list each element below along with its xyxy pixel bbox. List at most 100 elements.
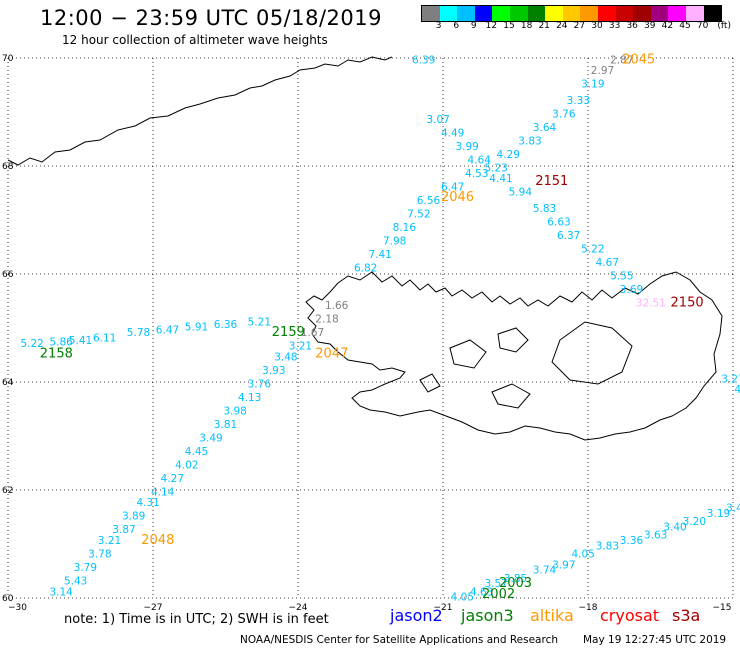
wave-height-value: 3.99 [455, 141, 478, 153]
color-scale-label: 70 [696, 21, 709, 31]
wave-height-value: 6.56 [417, 195, 441, 207]
color-swatch [615, 6, 634, 21]
color-scale-label: 21 [538, 21, 550, 31]
color-scale-label: 3 [435, 21, 442, 31]
wave-height-value: 3.76 [552, 108, 576, 120]
wave-height-value: 5.21 [248, 316, 271, 328]
wave-height-value: 4.05 [451, 592, 474, 604]
wave-height-value: 3.69 [620, 284, 643, 296]
track-time-label: 2159 [272, 325, 305, 340]
color-scale-label: 6 [453, 21, 460, 31]
color-scale-label: 9 [470, 21, 477, 31]
wave-height-value: 3.63 [644, 530, 667, 542]
wave-height-value: 5.43 [64, 576, 87, 588]
satellite-legend-altika: altika [530, 606, 574, 625]
lat-tick-label: 60 [2, 594, 14, 604]
wave-height-value: 1.67 [301, 327, 324, 339]
color-swatch [474, 6, 493, 21]
wave-height-value: 5.41 [69, 335, 92, 347]
wave-height-value: 2.97 [591, 65, 614, 77]
satellite-legend-jason2: jason2 [390, 606, 443, 625]
wave-height-value: 4.31 [136, 497, 159, 509]
wave-height-value: 5.23 [484, 162, 507, 174]
color-scale-label: 27 [573, 21, 586, 31]
wave-height-value: 3.49 [199, 432, 222, 444]
color-swatch [492, 6, 510, 21]
wave-height-value: 6.47 [156, 324, 179, 336]
wave-height-value: 3.33 [567, 95, 590, 107]
color-scale-bar [421, 5, 723, 22]
footer-credit: NOAA/NESDIS Center for Satellite Applica… [240, 634, 558, 646]
footer-note: note: 1) Time is in UTC; 2) SWH is in fe… [64, 612, 329, 627]
track-time-label: 2002 [482, 587, 515, 602]
wave-height-value: 4.63 [470, 586, 493, 598]
color-swatch [633, 6, 651, 21]
lon-tick-label: −15 [713, 603, 732, 613]
color-swatch [703, 6, 722, 21]
color-swatch [650, 6, 669, 21]
track-time-label: 2047 [315, 347, 348, 362]
wave-height-value: 3.83 [596, 540, 619, 552]
wave-height-value: 4.3 [734, 384, 740, 396]
color-swatch [562, 6, 581, 21]
map-subtitle: 12 hour collection of altimeter wave hei… [62, 33, 328, 47]
wave-height-value: 6.37 [557, 230, 580, 242]
track-time-label: 2046 [441, 190, 474, 205]
wave-height-value: 3.48 [274, 351, 297, 363]
wave-height-value: 3.14 [49, 586, 73, 598]
wave-height-value: 4.02 [175, 459, 198, 471]
wave-height-value: 6.11 [93, 333, 116, 345]
wave-height-value: 3.19 [707, 508, 730, 520]
wave-height-value: 2.87 [610, 54, 633, 66]
wave-height-value: 4.05 [571, 549, 594, 561]
color-swatch [545, 6, 563, 21]
wave-height-value: 3.21 [289, 341, 312, 353]
lon-tick-label: −24 [289, 603, 308, 613]
footer-timestamp: May 19 12:27:45 UTC 2019 [583, 634, 727, 646]
wave-height-value: 4.64 [468, 154, 492, 166]
color-scale-label: 42 [661, 21, 674, 31]
wave-height-value: 4.49 [441, 127, 464, 139]
wave-height-values: 2.872.973.193.333.763.643.834.295.234.41… [20, 54, 740, 603]
wave-height-value: 3.27 [721, 374, 740, 386]
wave-height-value: 3.79 [74, 562, 97, 574]
wave-height-value: 5.94 [509, 187, 533, 199]
lat-lon-grid [7, 57, 734, 599]
greenland-coastline [7, 56, 393, 166]
wave-height-value: 3.36 [620, 535, 644, 547]
wave-height-value: 5.22 [20, 338, 43, 350]
wave-height-value: 6.63 [547, 216, 570, 228]
wave-height-value: 5.78 [127, 327, 150, 339]
color-scale-label: 39 [644, 21, 656, 31]
wave-height-value: 3.78 [88, 549, 111, 561]
wave-height-value: 3.87 [112, 524, 135, 536]
wave-height-value: 3.98 [223, 405, 246, 417]
lat-tick-label: 64 [2, 378, 14, 388]
wave-height-value: 5.86 [49, 336, 73, 348]
wave-height-value: 7.98 [383, 235, 406, 247]
wave-height-value: 3.19 [581, 79, 604, 91]
satellite-legend-jason3: jason3 [461, 606, 514, 625]
color-swatch [527, 6, 546, 21]
lat-tick-label: 66 [2, 270, 14, 280]
color-scale-label: 45 [679, 21, 691, 31]
wave-height-value: 6.82 [354, 262, 377, 274]
wave-height-value: 3.21 [98, 535, 121, 547]
track-time-label: 2048 [141, 533, 174, 548]
wave-height-value: 4.29 [497, 149, 520, 161]
vatnajokull-outline [551, 321, 633, 385]
wave-height-value: 5.91 [185, 322, 208, 334]
wave-height-value: 4.14 [151, 486, 175, 498]
wave-height-value: 3.83 [518, 135, 541, 147]
wave-height-value: 8.16 [393, 222, 417, 234]
color-scale-label: 30 [591, 21, 603, 31]
wave-height-value: 3.97 [552, 559, 575, 571]
color-swatch [580, 6, 598, 21]
wave-height-value: 5.83 [533, 203, 556, 215]
color-scale-label: 18 [520, 21, 533, 31]
wave-height-value: 3.81 [214, 419, 237, 431]
wave-height-value: 4.41 [489, 173, 512, 185]
wave-height-value: 4.67 [596, 257, 619, 269]
myrdalsjokull-outline [491, 383, 531, 409]
